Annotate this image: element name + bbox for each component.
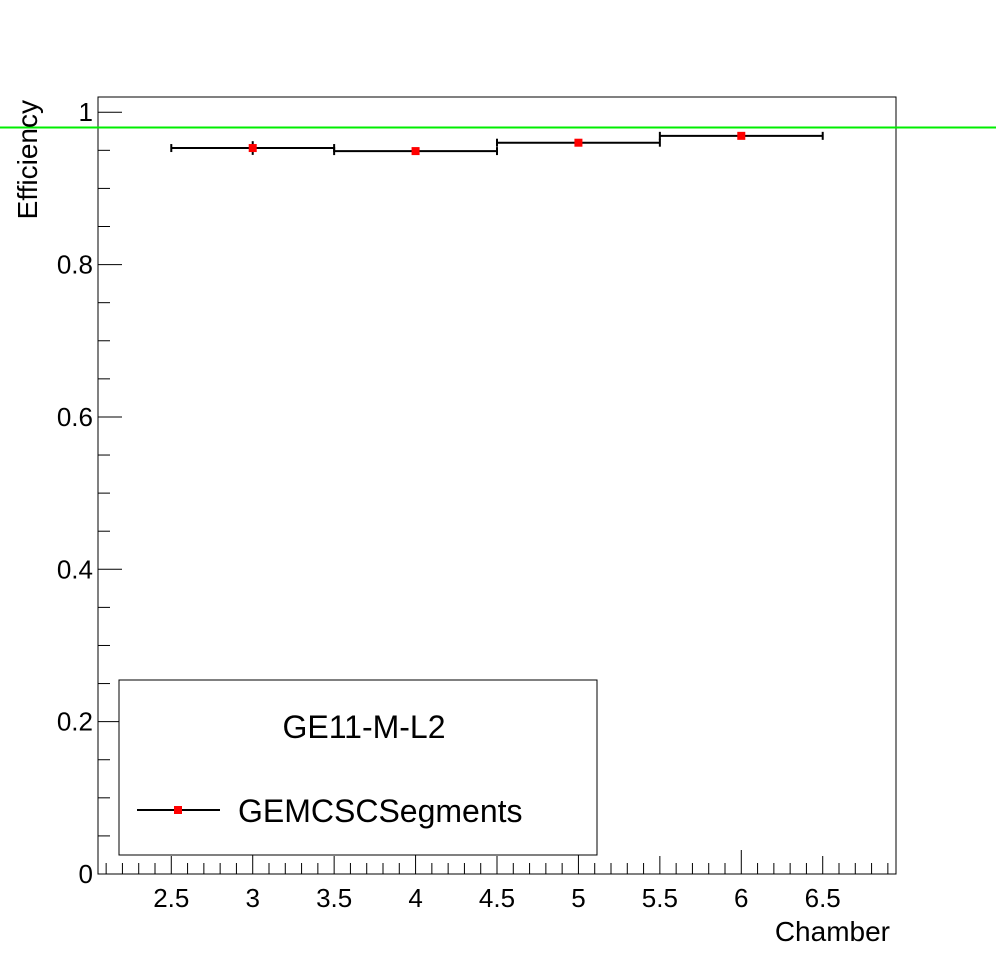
legend: GE11-M-L2 GEMCSCSegments (118, 679, 598, 856)
data-point (248, 144, 257, 153)
x-tick-label: 6.5 (805, 883, 841, 913)
x-tick-label: 3 (245, 883, 259, 913)
x-axis-title: Chamber (775, 916, 890, 947)
x-tick-label: 5 (571, 883, 585, 913)
data-series (170, 131, 824, 156)
y-axis-title: Efficiency (12, 100, 43, 219)
x-axis-ticks (105, 850, 889, 874)
legend-box (118, 679, 598, 856)
y-tick-label: 0.8 (57, 250, 93, 280)
x-tick-label: 6 (734, 883, 748, 913)
x-tick-label: 3.5 (316, 883, 352, 913)
x-tick-label: 4 (408, 883, 422, 913)
legend-entry-label: GEMCSCSegments (238, 793, 523, 829)
y-tick-label: 0.6 (57, 402, 93, 432)
legend-marker (174, 806, 182, 814)
data-point (737, 131, 746, 140)
x-tick-label: 2.5 (153, 883, 189, 913)
y-tick-label: 1 (79, 97, 93, 127)
legend-title: GE11-M-L2 (282, 709, 445, 745)
data-point (411, 147, 420, 156)
y-axis-tick-labels: 0 0.2 0.4 0.6 0.8 1 (57, 97, 93, 889)
x-tick-label: 5.5 (642, 883, 678, 913)
x-tick-label: 4.5 (479, 883, 515, 913)
y-axis-ticks (98, 111, 122, 875)
y-tick-label: 0.2 (57, 707, 93, 737)
data-point (574, 138, 583, 147)
x-axis-tick-labels: 2.5 3 3.5 4 4.5 5 5.5 6 6.5 (153, 883, 841, 913)
y-tick-label: 0.4 (57, 554, 93, 584)
y-tick-label: 0 (79, 859, 93, 889)
